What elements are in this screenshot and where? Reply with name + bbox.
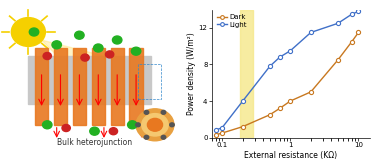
- Line: Light: Light: [214, 9, 361, 132]
- Dark: [288, 100, 293, 102]
- Dark: [268, 114, 272, 116]
- Dark: [356, 32, 361, 33]
- Circle shape: [81, 54, 89, 61]
- Bar: [28, 56, 151, 104]
- Dark: [220, 132, 225, 134]
- Circle shape: [52, 41, 61, 49]
- Light: [213, 129, 218, 131]
- Bar: [73, 48, 86, 125]
- Circle shape: [136, 123, 140, 127]
- Circle shape: [29, 28, 39, 36]
- Light: [240, 100, 245, 102]
- Light: [268, 65, 272, 67]
- Light: [356, 10, 361, 12]
- Bar: [91, 48, 105, 125]
- Circle shape: [142, 114, 168, 136]
- Light: [220, 127, 225, 128]
- Circle shape: [42, 121, 52, 129]
- Bar: [129, 48, 143, 125]
- Legend: Dark, Light: Dark, Light: [215, 13, 248, 29]
- Dark: [336, 59, 340, 61]
- Circle shape: [62, 124, 70, 132]
- Line: Dark: Dark: [214, 30, 361, 137]
- Circle shape: [170, 123, 174, 127]
- Light: [288, 50, 293, 52]
- Circle shape: [144, 110, 149, 114]
- Bar: [35, 48, 48, 125]
- Dark: [277, 107, 282, 109]
- Circle shape: [109, 128, 118, 135]
- Circle shape: [105, 51, 114, 58]
- Circle shape: [147, 118, 163, 131]
- Dark: [213, 134, 218, 136]
- Circle shape: [113, 36, 122, 44]
- Circle shape: [94, 44, 103, 52]
- Light: [277, 56, 282, 58]
- Light: [336, 22, 340, 24]
- Bar: [138, 64, 161, 99]
- X-axis label: External resistance (KΩ): External resistance (KΩ): [245, 151, 338, 160]
- Bar: [110, 48, 124, 125]
- Circle shape: [90, 127, 99, 135]
- Light: [308, 32, 313, 33]
- Bar: [54, 48, 67, 125]
- Circle shape: [144, 135, 149, 139]
- Light: [350, 13, 354, 15]
- Bar: [240, 10, 253, 138]
- Circle shape: [74, 31, 84, 39]
- Dark: [240, 126, 245, 128]
- Polygon shape: [42, 40, 104, 104]
- Circle shape: [132, 47, 141, 55]
- Text: Bulk heterojunction: Bulk heterojunction: [57, 138, 132, 147]
- Circle shape: [161, 110, 166, 114]
- Circle shape: [127, 121, 137, 129]
- Y-axis label: Power density (W/m²): Power density (W/m²): [187, 32, 196, 115]
- Dark: [308, 91, 313, 93]
- Circle shape: [161, 135, 166, 139]
- Circle shape: [11, 18, 45, 46]
- Circle shape: [43, 52, 51, 60]
- Circle shape: [136, 109, 174, 141]
- Dark: [350, 41, 354, 43]
